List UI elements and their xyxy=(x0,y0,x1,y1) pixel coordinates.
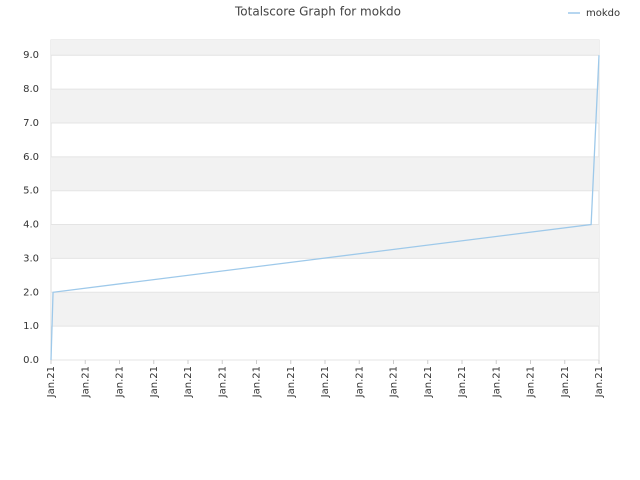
x-tick-label: Jan.21 xyxy=(217,366,228,398)
x-tick-label: Jan.21 xyxy=(491,366,502,398)
x-tick-label: Jan.21 xyxy=(183,366,194,398)
x-tick-label: Jan.21 xyxy=(594,366,605,398)
legend-label: mokdo xyxy=(586,8,620,19)
y-tick-label: 8.0 xyxy=(23,84,39,95)
y-tick-label: 9.0 xyxy=(23,50,39,61)
grid-band xyxy=(51,292,599,327)
y-tick-label: 6.0 xyxy=(23,152,39,163)
x-tick-label: Jan.21 xyxy=(46,366,57,398)
x-tick-label: Jan.21 xyxy=(423,366,434,398)
x-tick-label: Jan.21 xyxy=(389,366,400,398)
grid-band xyxy=(51,224,599,259)
grid-band xyxy=(51,40,599,56)
x-tick-label: Jan.21 xyxy=(115,366,126,398)
data-line xyxy=(50,55,600,361)
y-tick-label: 7.0 xyxy=(23,118,39,129)
x-tick-label: Jan.21 xyxy=(252,366,263,398)
chart-title: Totalscore Graph for mokdo xyxy=(234,5,401,19)
y-tick-label: 1.0 xyxy=(23,321,39,332)
x-tick-label: Jan.21 xyxy=(286,366,297,398)
x-tick-label: Jan.21 xyxy=(149,366,160,398)
x-tick-label: Jan.21 xyxy=(457,366,468,398)
x-tick-label: Jan.21 xyxy=(320,366,331,398)
y-tick-label: 4.0 xyxy=(23,220,39,231)
y-tick-label: 3.0 xyxy=(23,253,39,264)
x-tick-label: Jan.21 xyxy=(354,366,365,398)
x-tick-label: Jan.21 xyxy=(560,366,571,398)
y-tick-label: 0.0 xyxy=(23,355,39,366)
x-tick-label: Jan.21 xyxy=(80,366,91,398)
grid-band xyxy=(51,156,599,191)
y-tick-label: 2.0 xyxy=(23,287,39,298)
x-tick-label: Jan.21 xyxy=(526,366,537,398)
y-tick-label: 5.0 xyxy=(23,186,39,197)
grid-band xyxy=(51,89,599,123)
